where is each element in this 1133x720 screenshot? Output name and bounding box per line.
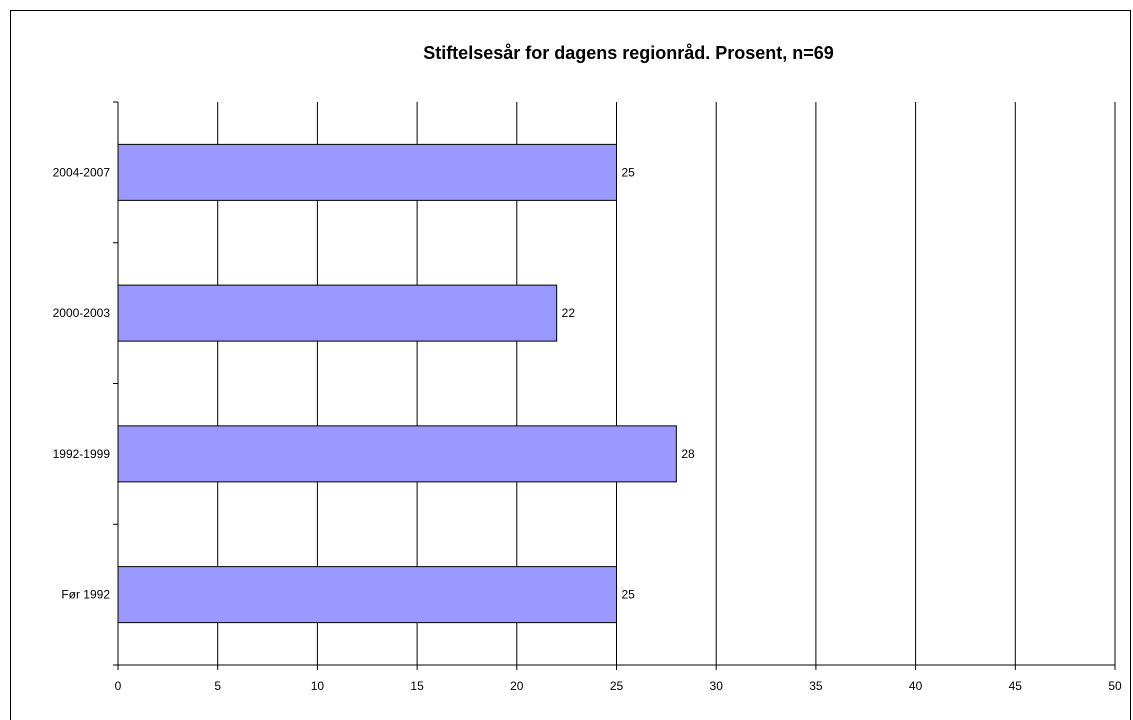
chart-frame: Stiftelsesår for dagens regionråd. Prose…	[10, 10, 1131, 720]
bars	[117, 143, 677, 624]
x-tick-label: 15	[410, 679, 424, 693]
x-tick-label: 40	[909, 679, 923, 693]
x-tick-label: 20	[510, 679, 524, 693]
bar	[117, 425, 677, 483]
x-tick-label: 35	[809, 679, 823, 693]
bar-value-label: 25	[622, 588, 636, 602]
bar	[117, 566, 617, 624]
x-tick-label: 5	[214, 679, 221, 693]
y-category-label: 2004-2007	[53, 165, 111, 179]
x-tick-label: 0	[115, 679, 122, 693]
bar-value-label: 28	[681, 447, 695, 461]
bar-chart: Stiftelsesår for dagens regionråd. Prose…	[53, 43, 1122, 693]
bar	[117, 284, 558, 342]
x-tick-label: 50	[1108, 679, 1122, 693]
y-category-label: 2000-2003	[53, 306, 111, 320]
x-tick-label: 30	[710, 679, 724, 693]
y-category-label: Før 1992	[61, 588, 110, 602]
bar-value-label: 22	[562, 306, 576, 320]
labels: 0 5 10 15 20 25 30 35 40 45 50 2004-2007 25 2000-2003…	[53, 165, 1122, 693]
x-tick-label: 10	[311, 679, 325, 693]
x-tick-label: 25	[610, 679, 624, 693]
bar	[117, 143, 617, 201]
x-tick-label: 45	[1009, 679, 1023, 693]
chart-title: Stiftelsesår for dagens regionråd. Prose…	[423, 43, 834, 63]
y-category-label: 1992-1999	[53, 447, 111, 461]
bar-value-label: 25	[622, 165, 636, 179]
